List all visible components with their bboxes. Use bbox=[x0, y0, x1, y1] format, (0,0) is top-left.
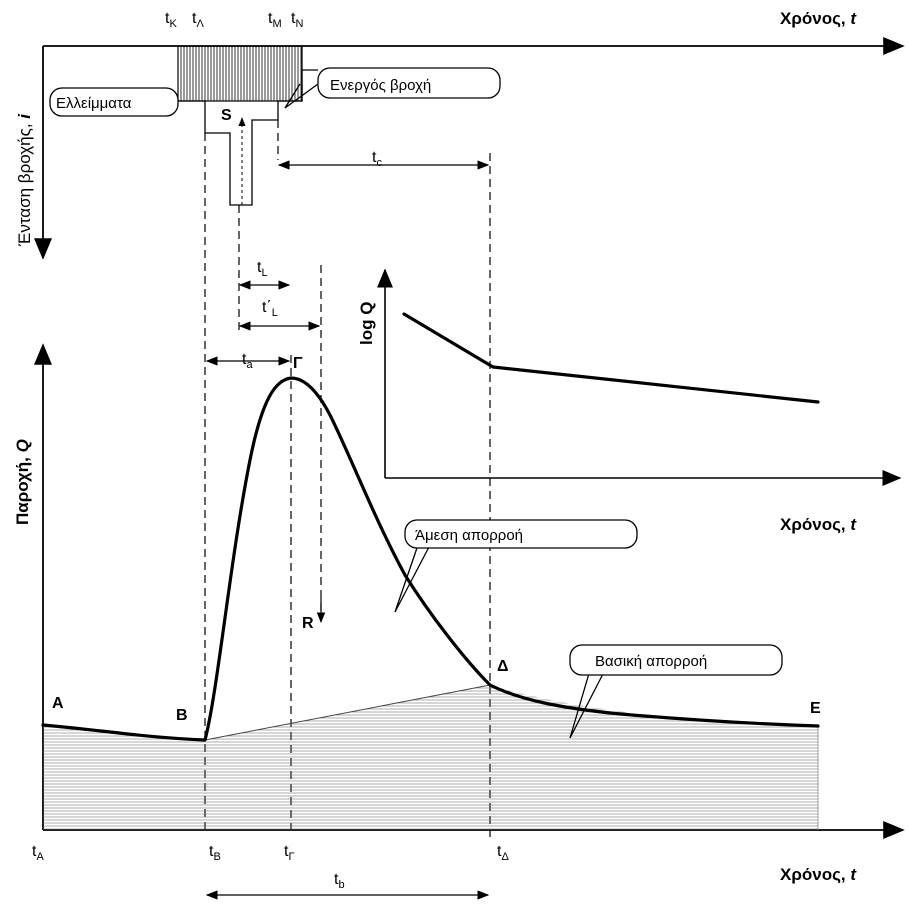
baseflow-pointer bbox=[569, 669, 606, 739]
inset-logq-title: log Q bbox=[357, 302, 376, 345]
point-D: Δ bbox=[497, 658, 509, 675]
effective-rain-pointer bbox=[284, 83, 319, 109]
label-tN: tN bbox=[291, 10, 303, 30]
label-tD: tΔ bbox=[497, 843, 509, 863]
label-tL: tΛ bbox=[192, 10, 204, 30]
baseflow-region bbox=[43, 685, 818, 830]
effective-rain-label: Ενεργός βροχή bbox=[330, 77, 431, 94]
point-G: Γ bbox=[293, 355, 303, 372]
top-time-axis-title: Χρόνος, t bbox=[780, 9, 857, 28]
label-tB: tB bbox=[209, 843, 221, 863]
bottom-time-axis-title: Χρόνος, t bbox=[780, 865, 857, 884]
rain-axis-title: Ένταση βροχής, i bbox=[15, 113, 34, 247]
direct-runoff-label: Άμεση απορροή bbox=[415, 527, 523, 544]
label-tc: tc bbox=[372, 149, 382, 169]
label-tA: tA bbox=[32, 843, 44, 863]
inset-recession-line bbox=[402, 312, 820, 404]
label-tlag2: t΄L bbox=[262, 299, 278, 319]
point-R: R bbox=[302, 615, 314, 632]
deficits-callout-box bbox=[49, 87, 179, 117]
baseflow-separation bbox=[204, 684, 491, 741]
direct-runoff-callout-box bbox=[404, 519, 638, 549]
label-ta: ta bbox=[242, 351, 253, 371]
label-tK: tK bbox=[165, 10, 177, 30]
label-tb: tb bbox=[334, 871, 345, 891]
point-E: E bbox=[810, 700, 821, 717]
mid-time-axis-title: Χρόνος, t bbox=[780, 515, 857, 534]
effective-rain-callout-box bbox=[317, 67, 501, 99]
point-A: A bbox=[52, 695, 64, 712]
direct-runoff-pointer bbox=[394, 544, 431, 613]
label-tG: tΓ bbox=[284, 843, 295, 863]
label-tM: tM bbox=[268, 10, 282, 30]
deficits-label: Ελλείμματα bbox=[56, 95, 132, 112]
label-tlag: tL bbox=[257, 259, 268, 279]
baseflow-callout-box bbox=[569, 644, 783, 676]
deficits-hatch bbox=[177, 45, 303, 102]
baseflow-label: Βασική απορροή bbox=[595, 653, 707, 670]
point-B: B bbox=[176, 707, 188, 724]
point-S: S bbox=[221, 107, 232, 124]
hydrograph-curve bbox=[41, 376, 820, 742]
flow-axis-title: Παροχή, Q bbox=[13, 439, 32, 525]
